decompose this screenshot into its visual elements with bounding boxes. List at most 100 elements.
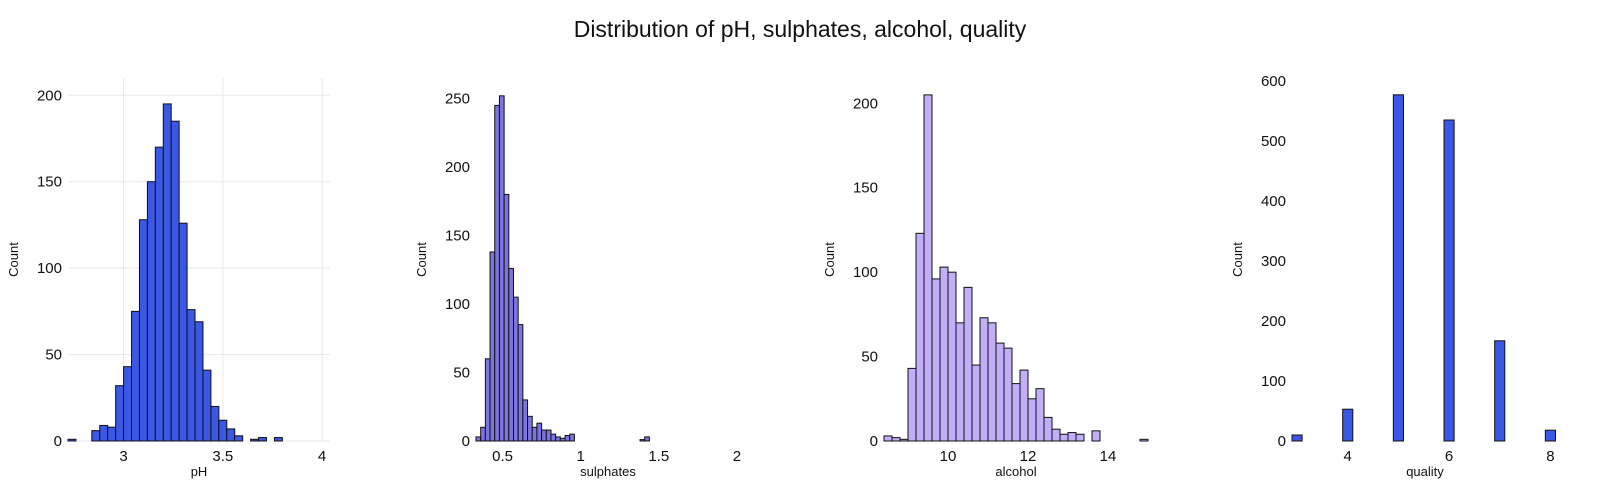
x-axis-label: quality	[1406, 464, 1444, 479]
histogram-bar	[494, 104, 500, 442]
y-tick-label: 150	[853, 180, 878, 197]
histogram-bar	[1059, 433, 1069, 442]
histogram-bar	[1544, 429, 1556, 442]
y-tick-label: 250	[445, 91, 470, 108]
y-tick-label: 50	[453, 365, 470, 382]
histogram-bar	[644, 436, 650, 442]
x-tick-label: 4	[318, 448, 326, 465]
histogram-bar	[1043, 416, 1053, 442]
histogram-bar	[955, 322, 965, 442]
histogram-bar	[517, 324, 524, 442]
x-tick-label: 1	[576, 448, 584, 465]
histogram-bar	[186, 309, 196, 442]
x-tick-label: 4	[1344, 448, 1352, 465]
histogram-bar	[67, 438, 77, 442]
histogram-bar	[1494, 340, 1506, 442]
histogram-bar	[545, 429, 552, 442]
histogram-bar	[1392, 94, 1404, 442]
y-tick-label: 0	[462, 433, 470, 450]
histogram-bar	[907, 367, 917, 442]
histogram-bar	[1011, 383, 1021, 442]
histogram-bar	[899, 438, 909, 442]
y-tick-label: 200	[445, 159, 470, 176]
histogram-bar	[1067, 432, 1077, 442]
histogram-bar	[931, 278, 941, 442]
histogram-bar	[995, 342, 1005, 442]
histogram-bar	[131, 310, 140, 442]
histogram-bar	[503, 193, 510, 442]
histogram-bar	[1035, 388, 1045, 442]
y-tick-label: 100	[853, 264, 878, 281]
histogram-bar	[138, 219, 148, 442]
y-tick-label: 200	[1261, 313, 1286, 330]
y-tick-label: 150	[37, 174, 62, 191]
x-tick-label: 8	[1546, 448, 1554, 465]
histogram-bar	[99, 424, 109, 442]
y-axis-label: Count	[6, 242, 21, 277]
histogram-bar	[550, 433, 557, 442]
histogram-bar	[979, 317, 989, 442]
histogram-bar	[234, 435, 244, 442]
histogram-bar	[531, 426, 538, 442]
histogram-bar	[1019, 369, 1029, 442]
histogram-bar	[915, 232, 925, 442]
histogram-bar	[569, 433, 575, 442]
y-tick-label: 100	[445, 296, 470, 313]
y-tick-label: 200	[37, 87, 62, 104]
y-tick-label: 400	[1261, 193, 1286, 210]
y-tick-label: 200	[853, 95, 878, 112]
histogram-bar	[91, 430, 101, 442]
histogram-bar	[498, 95, 505, 442]
histogram-panel-2: 0 50 100 150 200 250 0.5 1 1.5 2 sulphates Count	[414, 91, 741, 479]
chart-title: Distribution of pH, sulphates, alcohol, …	[573, 16, 1027, 42]
histogram-bar	[194, 321, 204, 442]
histogram-bar	[162, 103, 172, 442]
histogram-bar	[527, 415, 533, 442]
x-tick-label: 3.5	[212, 448, 233, 465]
histogram-bar	[123, 366, 133, 442]
histogram-bar	[883, 435, 893, 442]
histogram-bar	[258, 437, 267, 442]
histogram-bar	[947, 271, 957, 442]
histogram-bar	[480, 426, 486, 442]
histogram-bar	[564, 435, 571, 442]
y-axis-label: Count	[414, 242, 429, 277]
histogram-bar	[170, 120, 180, 442]
histogram-bar	[508, 267, 514, 442]
histogram-bar	[210, 405, 220, 442]
histogram-bar	[115, 385, 125, 442]
histogram-bar	[226, 428, 236, 442]
histogram-bar	[178, 222, 188, 442]
x-tick-label: 10	[940, 448, 957, 465]
histogram-bar	[1091, 430, 1101, 442]
y-tick-label: 500	[1261, 133, 1286, 150]
histogram-bar	[1291, 434, 1303, 442]
histogram-bar	[987, 322, 997, 442]
y-tick-label: 100	[1261, 373, 1286, 390]
histogram-bar	[202, 369, 212, 442]
y-tick-label: 300	[1261, 253, 1286, 270]
x-tick-label: 6	[1445, 448, 1453, 465]
histogram-bar	[107, 426, 117, 442]
histogram-bar	[512, 296, 519, 442]
x-tick-label: 0.5	[492, 448, 513, 465]
histogram-bar	[1027, 398, 1037, 442]
y-tick-label: 0	[1278, 433, 1286, 450]
histogram-panel-3: 0 50 100 150 200 10 12 14 alcohol Count	[822, 94, 1149, 479]
y-tick-label: 50	[45, 347, 62, 364]
x-axis-label: pH	[191, 464, 208, 479]
histogram-bar	[146, 181, 156, 442]
histogram-bar	[273, 437, 283, 442]
y-axis-label: Count	[822, 242, 837, 277]
x-axis-label: alcohol	[995, 464, 1036, 479]
histogram-bar	[555, 436, 561, 442]
histogram-bar	[891, 437, 901, 442]
histogram-bar	[1075, 433, 1085, 442]
y-tick-label: 150	[445, 228, 470, 245]
histogram-bar	[963, 286, 973, 442]
y-tick-label: 0	[54, 433, 62, 450]
x-tick-label: 2	[733, 448, 741, 465]
histogram-bar	[639, 439, 646, 442]
x-tick-label: 12	[1020, 448, 1037, 465]
